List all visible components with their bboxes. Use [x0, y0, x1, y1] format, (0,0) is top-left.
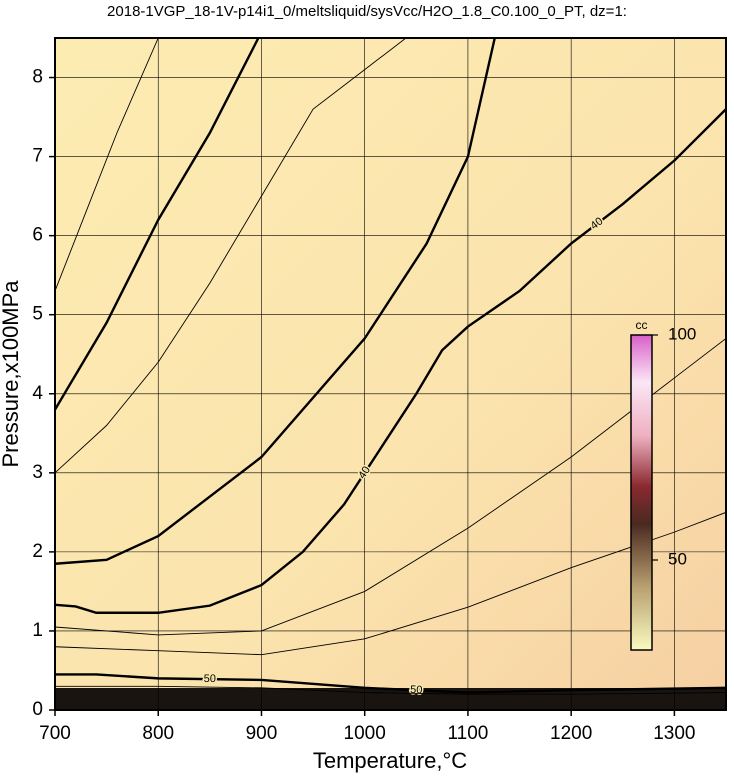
contour-line [55, 685, 726, 695]
y-tick-label: 2 [32, 541, 43, 562]
contour-line [55, 38, 496, 565]
y-tick-label: 4 [32, 383, 43, 404]
x-axis-label: Temperature,°C [313, 748, 467, 773]
contour-line [55, 38, 407, 474]
y-tick-label: 5 [32, 304, 43, 325]
contour-label: 50 [204, 673, 216, 685]
colorbar-label: cc [636, 318, 648, 332]
x-tick-label: 900 [246, 723, 278, 744]
contour-line [55, 108, 726, 614]
x-tick-label: 800 [142, 723, 174, 744]
plot-background [55, 38, 726, 710]
contour-label: 50 [410, 684, 423, 697]
x-tick-label: 700 [39, 723, 71, 744]
x-tick-label: 1100 [447, 723, 488, 744]
grid [54, 38, 726, 711]
y-tick-label: 3 [32, 462, 43, 483]
y-tick-label: 7 [32, 146, 43, 167]
colorbar-scale [630, 334, 653, 651]
colorbar: cc 50 100 [630, 318, 696, 651]
y-tick-label: 6 [32, 225, 43, 246]
contour-line [55, 673, 726, 694]
y-axis-label: Pressure,x100MPa [0, 280, 23, 468]
chart-title: 2018-1VGP_18-1V-p14i1_0/meltsliquid/sysV… [107, 3, 627, 20]
dense-contours [55, 688, 726, 710]
y-tick-label: 8 [32, 67, 43, 88]
contour-line [55, 511, 726, 656]
contour-line [55, 38, 260, 411]
y-tick-label: 0 [32, 699, 43, 720]
x-tick-label: 1200 [550, 723, 592, 744]
contour-line [55, 338, 726, 636]
colorbar-tick-label: 50 [668, 549, 687, 568]
plot-frame [54, 37, 727, 711]
y-tick-label: 1 [32, 620, 43, 641]
contour-line [55, 38, 159, 292]
x-tick-label: 1300 [653, 723, 695, 744]
x-tick-label: 1000 [344, 723, 386, 744]
colorbar-tick-label: 100 [668, 324, 696, 343]
